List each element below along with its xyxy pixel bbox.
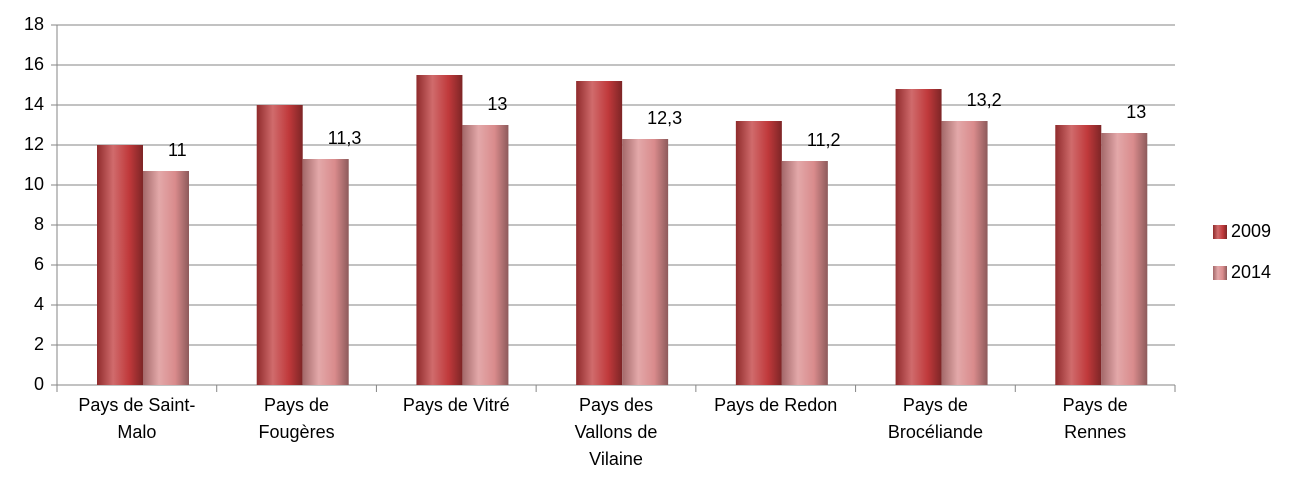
bar xyxy=(416,75,463,385)
bar xyxy=(256,105,303,385)
bar xyxy=(622,139,669,385)
x-tick-label: Pays de Fougères xyxy=(258,395,335,442)
bar xyxy=(941,121,988,385)
bar xyxy=(781,161,828,385)
y-tick-label: 16 xyxy=(24,54,44,74)
data-label: 11,3 xyxy=(328,128,362,148)
data-label: 13 xyxy=(487,94,507,114)
bar xyxy=(302,159,349,385)
bar xyxy=(462,125,509,385)
legend-label: 2014 xyxy=(1231,262,1271,282)
x-tick-label: Pays de Brocéliande xyxy=(887,395,983,442)
y-tick-label: 18 xyxy=(24,14,44,34)
legend-swatch xyxy=(1213,266,1227,280)
bar xyxy=(1055,125,1102,385)
bar xyxy=(895,89,942,385)
bar xyxy=(735,121,782,385)
bar xyxy=(1101,133,1148,385)
x-tick-label: Pays de Saint-Malo xyxy=(78,395,196,442)
x-tick-label: Pays des Vallons de Vilaine xyxy=(574,395,658,469)
x-tick-label: Pays de Rennes xyxy=(1062,395,1128,442)
bar xyxy=(143,171,189,385)
y-tick-label: 2 xyxy=(34,334,44,354)
bar xyxy=(97,145,143,385)
x-tick-label: Pays de Redon xyxy=(714,395,838,415)
x-tick-label: Pays de Vitré xyxy=(402,395,510,415)
y-tick-label: 0 xyxy=(34,374,44,394)
y-tick-label: 6 xyxy=(34,254,44,274)
y-tick-label: 12 xyxy=(24,134,44,154)
data-label: 11,2 xyxy=(807,130,841,150)
y-tick-label: 10 xyxy=(24,174,44,194)
bar xyxy=(576,81,623,385)
data-label: 11 xyxy=(168,140,187,160)
data-label: 13 xyxy=(1126,102,1146,122)
data-label: 12,3 xyxy=(647,108,682,128)
legend-label: 2009 xyxy=(1231,221,1271,241)
legend-swatch xyxy=(1213,225,1227,239)
y-tick-label: 14 xyxy=(24,94,44,114)
y-tick-label: 4 xyxy=(34,294,44,314)
y-tick-label: 8 xyxy=(34,214,44,234)
data-label: 13,2 xyxy=(967,90,1002,110)
